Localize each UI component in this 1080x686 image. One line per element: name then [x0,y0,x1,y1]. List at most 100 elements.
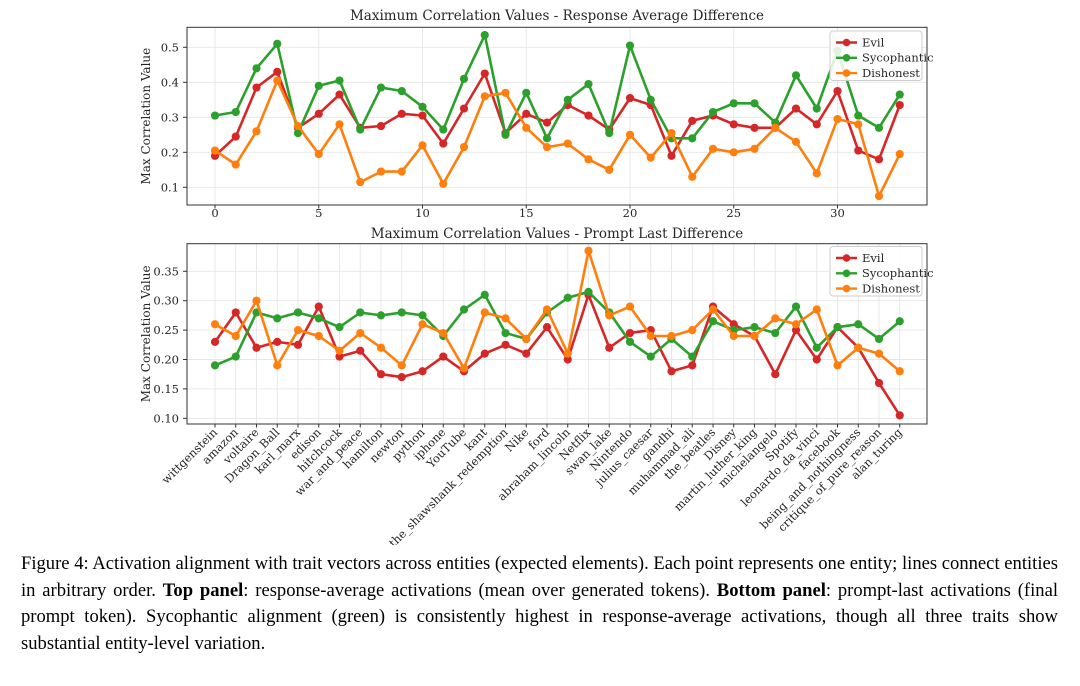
chart-title: Maximum Correlation Values - Prompt Last… [371,226,744,242]
evil-point [791,104,801,113]
evil-point [356,346,365,355]
sycophantic-point [376,311,386,320]
dishonest-point [335,346,344,355]
dishonest-point [854,120,863,129]
sycophantic-point [314,81,323,90]
legend-marker [842,284,851,293]
x-tick-label: 10 [415,206,430,220]
sycophantic-point [273,314,282,323]
dishonest-point [667,331,676,341]
y-axis-label: Max Correlation Value [139,48,153,185]
dishonest-point [791,137,801,146]
evil-point [563,355,572,364]
sycophantic-point [293,128,303,138]
dishonest-point [439,328,448,338]
sycophantic-point [418,311,427,320]
evil-point [273,67,282,76]
dishonest-point [625,302,635,311]
dishonest-line [213,79,902,198]
dishonest-point [833,114,842,124]
evil-point [252,343,261,352]
sycophantic-point [335,76,344,85]
series-dishonest [210,246,904,376]
sycophantic-point [895,317,904,326]
sycophantic-point [397,86,406,96]
evil-point [833,86,842,96]
sycophantic-point [688,134,697,143]
y-tick-label: 0.2 [161,145,179,159]
sycophantic-point [625,41,635,50]
sycophantic-point [874,334,884,344]
caption-text: : response-average activations (mean ove… [243,579,717,601]
dishonest-point [501,88,510,97]
evil-point [854,146,863,155]
evil-point [667,367,676,376]
dishonest-point [874,191,884,201]
y-tick-label: 0.3 [161,110,179,124]
evil-point [895,100,904,110]
sycophantic-point [356,125,365,134]
plot-frame [186,26,928,206]
tick-marks [183,46,838,209]
dishonest-point [522,334,531,344]
caption-text: Figure 4: Activation alignment with trai… [21,553,1058,601]
dishonest-point [501,314,510,323]
dishonest-point [646,331,655,341]
evil-line [213,70,902,161]
dishonest-point [356,328,365,338]
dishonest-point [273,361,282,370]
dishonest-point [833,361,842,370]
evil-point [522,349,531,358]
dishonest-point [480,92,489,101]
dishonest-point [895,149,904,159]
dishonest-point [293,121,303,131]
y-tick-label: 0.35 [153,264,179,278]
dishonest-point [397,167,406,176]
evil-point [584,111,593,120]
sycophantic-point [293,308,303,317]
prompt-last-chart: 0.100.150.200.250.300.35wittgensteinamaz… [139,226,934,545]
chart-title: Maximum Correlation Values - Response Av… [350,8,764,24]
sycophantic-point [791,71,801,80]
sycophantic-point [708,107,718,117]
dishonest-point [335,120,344,129]
sycophantic-point [376,83,386,92]
evil-point [750,123,759,132]
dishonest-point [605,311,614,320]
dishonest-point [231,160,240,169]
sycophantic-point [418,102,427,111]
dishonest-point [563,139,572,148]
series-evil [210,290,904,420]
legend-item-sycophantic: Sycophantic [836,51,934,65]
legend-label: Evil [862,251,885,265]
dishonest-point [729,331,738,341]
sycophantic-point [895,90,904,99]
sycophantic-point [501,328,510,338]
sycophantic-point [542,134,552,143]
sycophantic-point [605,128,614,138]
evil-point [376,121,386,131]
evil-point [252,83,261,92]
evil-point [418,111,427,120]
dishonest-point [418,320,427,329]
dishonest-point [646,153,655,162]
sycophantic-point [563,95,572,104]
sycophantic-point [356,308,365,317]
evil-point [729,120,738,129]
legend-label: Dishonest [862,281,920,295]
x-tick-label: 25 [726,206,741,220]
x-tick-label: 30 [830,206,845,220]
dishonest-point [418,141,427,150]
dishonest-point [293,326,303,335]
evil-point [459,104,469,113]
evil-point [522,109,531,118]
evil-point [729,320,738,329]
legend-label: Sycophantic [862,266,934,280]
evil-point [314,109,323,118]
dishonest-point [252,127,261,136]
sycophantic-point [625,337,635,346]
evil-point [439,139,448,148]
sycophantic-line [213,290,902,367]
dishonest-point [708,144,718,153]
